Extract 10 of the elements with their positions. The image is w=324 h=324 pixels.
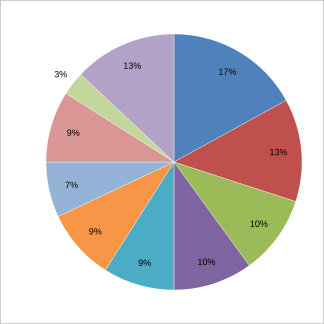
data-label: 13% [124,62,142,69]
data-label: 9% [89,228,102,235]
data-label: 10% [250,220,268,227]
data-label: 17% [219,68,236,75]
data-label: 9% [67,130,80,136]
data-label: 9% [138,260,151,266]
data-label: 13% [270,148,288,156]
data-label: 10% [198,258,216,266]
data-label: 7% [66,182,78,188]
data-label: 3% [54,70,67,78]
